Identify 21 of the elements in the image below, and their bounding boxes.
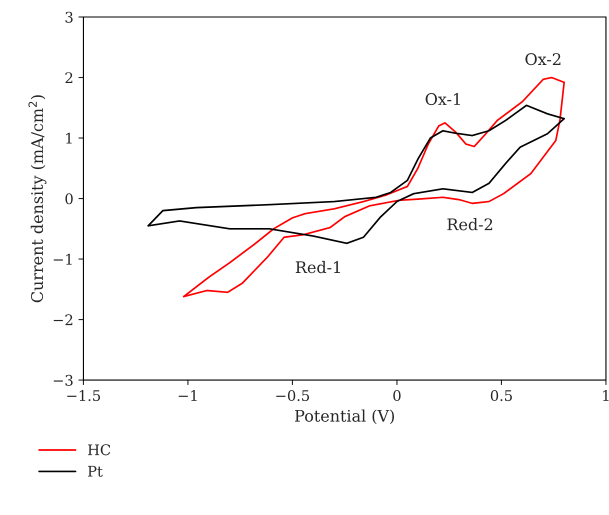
y-tick-label: −2 [54, 314, 72, 326]
legend-label: Pt [88, 466, 103, 477]
annotation: Red-2 [447, 218, 492, 230]
y-tick-label: 1 [66, 132, 72, 144]
x-tick-label: 0.5 [490, 390, 512, 402]
legend-label: HC [88, 444, 110, 456]
annotation: Ox-1 [426, 93, 460, 106]
x-tick-label: −1.5 [67, 390, 100, 402]
y-tick-label: −3 [54, 374, 73, 386]
x-tick-label: −0.5 [276, 390, 310, 402]
x-tick-label: 0 [393, 390, 401, 402]
y-tick-label: 3 [66, 12, 73, 23]
annotation: Red-1 [296, 260, 340, 274]
x-tick-label: 1 [603, 390, 609, 401]
y-axis-title: Current density (mA/cm$^{2}$) [28, 95, 46, 302]
annotation: Ox-2 [525, 53, 560, 66]
y-tick-label: 2 [65, 72, 72, 84]
y-tick-label: 0 [65, 193, 73, 204]
x-tick-label: −1 [178, 390, 197, 401]
x-axis-title: Potential (V) [295, 409, 394, 424]
y-tick-label: −1 [54, 254, 72, 265]
